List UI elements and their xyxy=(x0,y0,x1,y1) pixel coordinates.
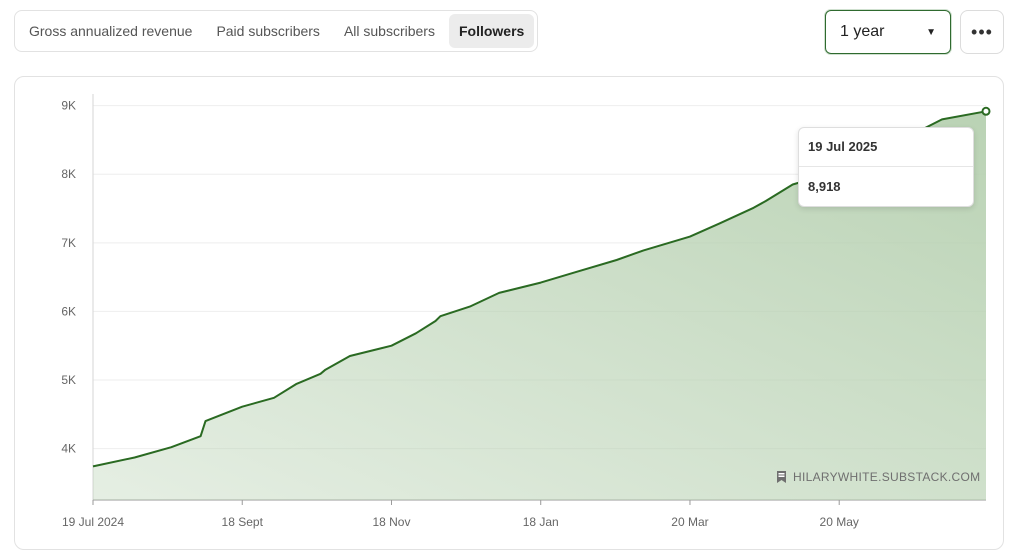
bookmark-icon xyxy=(777,471,786,483)
chart-card xyxy=(14,76,1004,550)
tooltip-date: 19 Jul 2025 xyxy=(799,128,973,167)
time-range-select[interactable]: 1 year ▼ xyxy=(825,10,951,54)
followers-area-fill xyxy=(93,111,986,501)
tab-followers[interactable]: Followers xyxy=(448,14,535,48)
chart-tooltip: 19 Jul 2025 8,918 xyxy=(798,127,974,207)
ellipsis-icon: ••• xyxy=(971,21,993,42)
x-tick-label: 18 Jan xyxy=(523,515,559,529)
caret-down-icon: ▼ xyxy=(926,26,936,38)
y-tick-label: 4K xyxy=(61,442,76,456)
x-tick-label: 18 Nov xyxy=(372,515,410,529)
x-tick-label: 20 Mar xyxy=(671,515,708,529)
hover-point xyxy=(981,106,991,116)
y-tick-label: 9K xyxy=(61,99,76,113)
time-range-value: 1 year xyxy=(840,23,885,40)
tab-paid-subscribers[interactable]: Paid subscribers xyxy=(216,23,320,39)
x-tick-label: 19 Jul 2024 xyxy=(62,515,124,529)
watermark: HILARYWHITE.SUBSTACK.COM xyxy=(776,470,980,484)
y-tick-label: 6K xyxy=(61,304,76,318)
x-tick-label: 18 Sept xyxy=(222,515,264,529)
tab-all-subscribers[interactable]: All subscribers xyxy=(343,23,435,39)
metric-tabs: Gross annualized revenue Paid subscriber… xyxy=(14,10,538,52)
x-tick-label: 20 May xyxy=(820,515,859,529)
followers-line xyxy=(92,110,987,468)
watermark-text: HILARYWHITE.SUBSTACK.COM xyxy=(793,470,981,484)
y-tick-label: 5K xyxy=(61,373,76,387)
more-options-button[interactable]: ••• xyxy=(960,10,1004,54)
tab-gross-annualized-revenue[interactable]: Gross annualized revenue xyxy=(29,23,193,39)
y-tick-label: 8K xyxy=(61,167,76,181)
y-tick-label: 7K xyxy=(61,236,76,250)
tooltip-value: 8,918 xyxy=(808,179,841,194)
